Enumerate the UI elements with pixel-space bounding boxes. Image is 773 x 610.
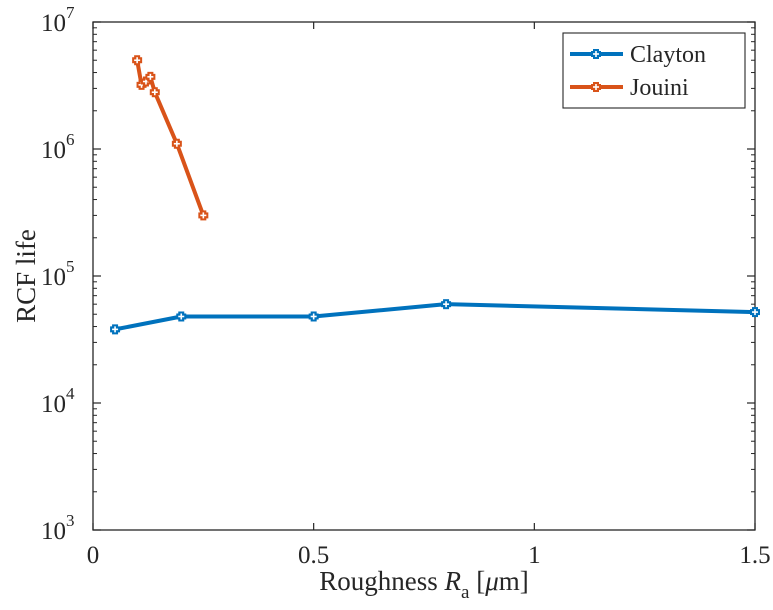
x-tick-label: 0.5	[298, 542, 329, 569]
data-point-clayton	[110, 324, 121, 335]
y-tick-label: 107	[41, 3, 75, 37]
data-point-jouini	[132, 55, 143, 66]
y-tick-label: 104	[41, 384, 75, 418]
y-tick-label: 106	[41, 130, 75, 164]
data-point-jouini	[145, 71, 156, 82]
x-axis-title: Roughness Ra [μm]	[319, 566, 529, 603]
data-point-jouini	[171, 138, 182, 149]
legend-marker-jouini	[591, 82, 601, 92]
y-tick-label: 105	[41, 257, 75, 291]
data-point-jouini	[149, 87, 160, 98]
legend-box	[562, 32, 746, 109]
x-tick-label: 0	[87, 542, 100, 569]
legend-label-clayton: Clayton	[630, 42, 706, 68]
y-tick-label: 103	[41, 511, 75, 545]
data-point-clayton	[441, 299, 452, 310]
data-point-clayton	[750, 307, 760, 318]
y-axis-title: RCF life	[11, 229, 41, 323]
data-point-jouini	[198, 210, 209, 221]
x-tick-label: 1	[528, 542, 541, 569]
x-tick-label: 1.5	[739, 542, 770, 569]
series-line-clayton	[114, 302, 756, 332]
data-point-clayton	[308, 311, 319, 322]
plot-area: 0 0.5 1 1.5 103 104 105 106 107 Roughness Ra [μm]…	[11, 3, 771, 603]
legend-label-jouini: Jouini	[630, 75, 689, 101]
legend-marker-clayton	[591, 49, 601, 59]
data-point-clayton	[176, 311, 187, 322]
